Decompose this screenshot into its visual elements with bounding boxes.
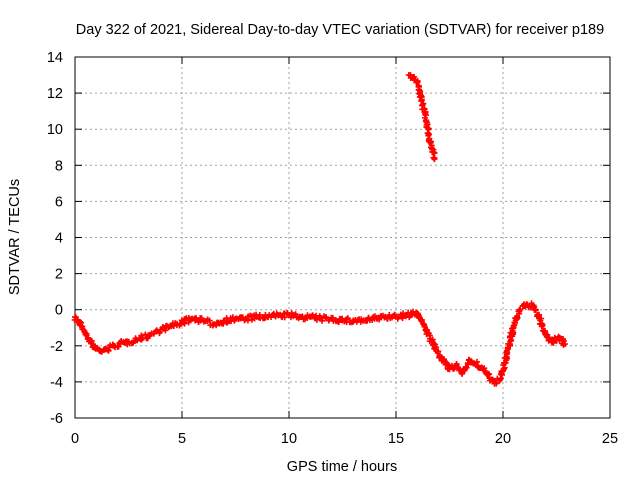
y-tick-label: 4 bbox=[55, 231, 63, 247]
y-axis-label: SDTVAR / TECUs bbox=[7, 179, 23, 295]
x-tick-label: 10 bbox=[281, 431, 297, 447]
series-marker bbox=[514, 313, 521, 320]
y-tick-label: 0 bbox=[55, 303, 63, 319]
data-point bbox=[431, 155, 438, 162]
series-marker bbox=[550, 338, 557, 345]
series-p189-upper-arc bbox=[405, 72, 438, 163]
y-tick-label: 14 bbox=[47, 50, 63, 66]
series-marker bbox=[414, 77, 421, 84]
y-tick-label: -2 bbox=[50, 339, 63, 355]
series-p189-main-arc bbox=[71, 300, 569, 387]
x-tick-label: 0 bbox=[71, 431, 79, 447]
series-marker bbox=[82, 331, 89, 338]
x-tick-label: 5 bbox=[178, 431, 186, 447]
y-tick-label: 6 bbox=[55, 194, 63, 210]
grid bbox=[75, 57, 610, 418]
series-marker bbox=[493, 380, 500, 387]
y-tick-label: 10 bbox=[47, 122, 63, 138]
y-tick-label: 12 bbox=[47, 86, 63, 102]
series-marker bbox=[538, 322, 545, 329]
series-marker bbox=[517, 306, 524, 313]
y-tick-label: -6 bbox=[50, 411, 63, 427]
series-marker bbox=[428, 337, 435, 344]
series-marker bbox=[344, 315, 351, 322]
data-point bbox=[562, 340, 569, 347]
x-tick-label: 25 bbox=[602, 431, 618, 447]
series-marker bbox=[313, 316, 320, 323]
y-tick-label: 2 bbox=[55, 267, 63, 283]
series-marker bbox=[292, 311, 299, 318]
x-tick-label: 15 bbox=[388, 431, 404, 447]
x-axis-label: GPS time / hours bbox=[287, 459, 397, 475]
y-tick-label: 8 bbox=[55, 158, 63, 174]
axis-ticks: 0 5 10 15 20 25 -6 -4 -2 0 2 4 6 8 10 12 14 bbox=[47, 50, 618, 447]
series-marker bbox=[281, 314, 288, 321]
series-marker bbox=[319, 317, 326, 324]
x-tick-label: 20 bbox=[495, 431, 511, 447]
y-tick-label: -4 bbox=[50, 375, 63, 391]
series-marker bbox=[532, 307, 539, 314]
data-points bbox=[71, 72, 569, 387]
series-marker bbox=[435, 348, 442, 355]
chart-title: Day 322 of 2021, Sidereal Day-to-day VTE… bbox=[76, 22, 604, 38]
series-marker bbox=[560, 337, 567, 344]
series-marker bbox=[182, 315, 189, 322]
data-point bbox=[78, 322, 85, 329]
series-marker bbox=[429, 336, 436, 343]
series-marker bbox=[473, 358, 480, 365]
series-marker bbox=[538, 315, 545, 322]
